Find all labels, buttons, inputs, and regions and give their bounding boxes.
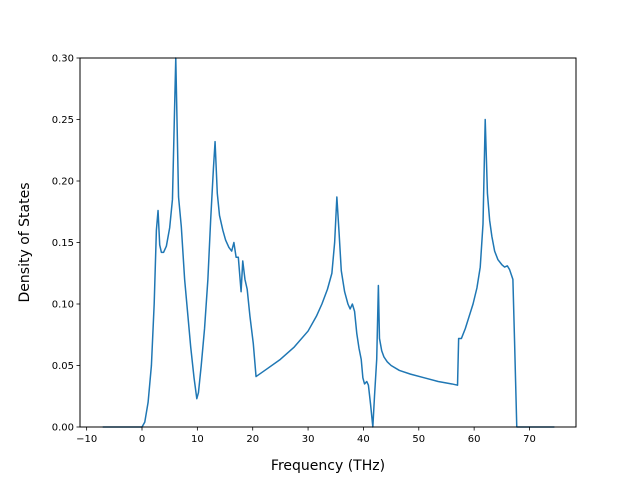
plot-area <box>102 57 555 428</box>
x-tick-label: −10 <box>76 434 97 445</box>
x-axis-ticks: −10 0 10 20 30 40 50 60 70 <box>76 427 536 445</box>
x-tick-label: 10 <box>191 434 204 445</box>
y-tick-label: 0.20 <box>52 177 74 188</box>
y-axis-label: Density of States <box>17 183 33 303</box>
x-tick-label: 70 <box>523 434 536 445</box>
y-tick-label: 0.10 <box>52 300 74 311</box>
x-tick-label: 30 <box>302 434 315 445</box>
x-axis-label: Frequency (THz) <box>271 458 385 474</box>
y-axis-ticks: 0.00 0.05 0.10 0.15 0.20 0.25 0.30 <box>52 54 80 434</box>
series-line-0 <box>102 57 555 428</box>
y-tick-label: 0.25 <box>52 115 74 126</box>
x-tick-label: 0 <box>139 434 145 445</box>
x-tick-label: 50 <box>412 434 425 445</box>
x-tick-label: 40 <box>357 434 370 445</box>
y-tick-label: 0.05 <box>52 361 74 372</box>
y-tick-label: 0.15 <box>52 238 74 249</box>
x-tick-label: 20 <box>246 434 259 445</box>
x-tick-label: 60 <box>468 434 481 445</box>
y-tick-label: 0.30 <box>52 54 74 65</box>
y-tick-label: 0.00 <box>52 423 74 434</box>
